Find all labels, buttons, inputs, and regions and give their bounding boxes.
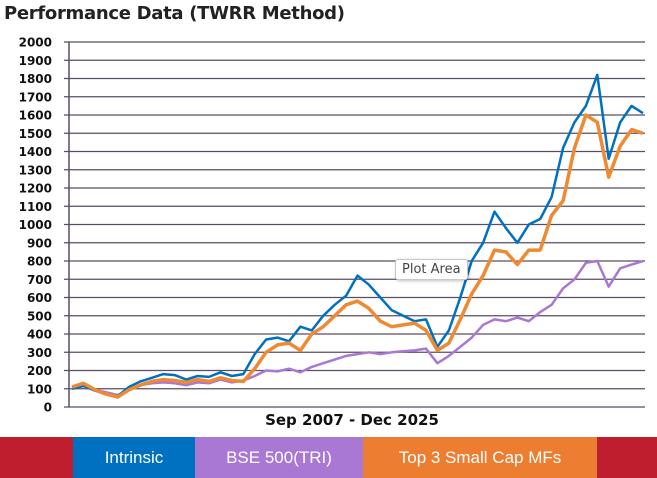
gridlines [64, 41, 645, 408]
series-line-bse-500-tri[interactable] [71, 259, 644, 397]
series-line-intrinsic[interactable] [71, 73, 644, 398]
legend-item-intrinsic[interactable]: Intrinsic [73, 437, 195, 478]
y-tick-label: 200 [27, 364, 52, 378]
x-axis-label: Sep 2007 - Dec 2025 [265, 411, 439, 429]
y-tick-label: 1900 [19, 54, 52, 68]
y-tick-label: 1300 [19, 163, 52, 177]
line-chart[interactable]: 0 100 200 300 400 500 600 700 800 900 1000 1100 1200… [0, 0, 657, 437]
y-tick-label: 1400 [19, 145, 52, 159]
y-tick-label: 900 [27, 236, 52, 250]
y-tick-label: 1000 [19, 218, 52, 232]
legend-item-small-cap-mfs[interactable]: Top 3 Small Cap MFs [363, 437, 597, 478]
y-axis-ticks: 0 100 200 300 400 500 600 700 800 900 1000 1100 1200… [19, 36, 52, 415]
y-tick-label: 1100 [19, 200, 52, 214]
y-tick-label: 0 [44, 401, 52, 415]
series-lines [71, 73, 644, 399]
series-line-top-3-small-cap-mfs[interactable] [71, 113, 644, 399]
y-tick-label: 1200 [19, 182, 52, 196]
y-tick-label: 1600 [19, 109, 52, 123]
legend-bar: Intrinsic BSE 500(TRI) Top 3 Small Cap M… [0, 437, 657, 478]
y-tick-label: 500 [27, 309, 52, 323]
legend-item-bse500[interactable]: BSE 500(TRI) [195, 437, 363, 478]
y-tick-label: 1500 [19, 127, 52, 141]
y-tick-label: 1700 [19, 90, 52, 104]
y-tick-label: 1800 [19, 72, 52, 86]
legend-edge-left [0, 437, 73, 478]
y-tick-label: 600 [27, 291, 52, 305]
y-tick-label: 100 [27, 382, 52, 396]
y-tick-label: 800 [27, 255, 52, 269]
y-tick-label: 2000 [19, 36, 52, 50]
y-tick-label: 700 [27, 273, 52, 287]
chart-title: Performance Data (TWRR Method) [4, 3, 345, 24]
y-tick-label: 400 [27, 328, 52, 342]
y-tick-label: 300 [27, 346, 52, 360]
legend-edge-right [597, 437, 657, 478]
plot-area-tooltip: Plot Area [395, 259, 468, 280]
